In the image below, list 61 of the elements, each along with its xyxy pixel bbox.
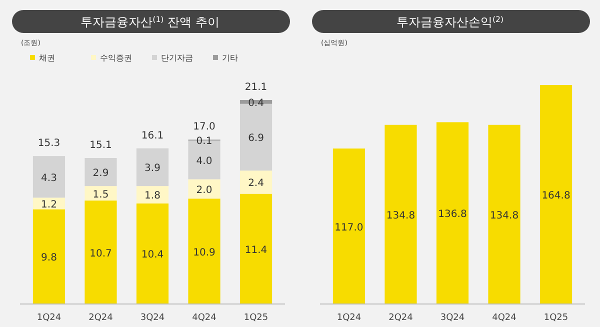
data-label: 1.2 — [41, 199, 57, 210]
data-label: 134.8 — [490, 210, 519, 222]
data-label: 4.0 — [196, 156, 212, 167]
data-label: 164.8 — [542, 190, 570, 202]
data-label: 136.8 — [438, 209, 467, 220]
data-label: 0.4 — [248, 98, 264, 109]
x-tick-label: 4Q24 — [192, 313, 217, 323]
bar — [332, 148, 366, 304]
x-tick-label: 1Q25 — [244, 313, 268, 323]
bar — [84, 158, 117, 186]
data-label: 117.0 — [334, 222, 364, 234]
data-label: 134.8 — [386, 210, 416, 222]
bar — [136, 203, 169, 304]
bar — [240, 170, 272, 194]
legend-label: 채권 — [39, 54, 55, 62]
total-label: 21.1 — [244, 82, 268, 93]
data-label: 1.8 — [144, 190, 160, 202]
x-tick-label: 1Q25 — [544, 313, 568, 323]
bar — [32, 198, 66, 210]
bar — [240, 194, 272, 304]
total-label: 15.1 — [90, 140, 112, 152]
data-label: 6.9 — [248, 133, 264, 144]
x-tick-label: 1Q24 — [36, 313, 62, 323]
x-tick-label: 4Q24 — [492, 313, 517, 323]
data-label: 2.0 — [196, 184, 212, 196]
chart-title: 투자금융자산손익$^{(2)}$ — [396, 14, 504, 29]
x-tick-label: 2Q24 — [88, 313, 114, 323]
x-tick-label: 2Q24 — [388, 313, 414, 323]
data-label: 11.4 — [244, 244, 268, 256]
data-label: 10.4 — [141, 250, 164, 261]
bar — [84, 200, 117, 304]
legend-label: 기타 — [222, 54, 238, 62]
bar — [436, 122, 469, 304]
total-label: 16.1 — [141, 130, 164, 142]
total-label: 15.3 — [38, 138, 60, 150]
bar — [188, 198, 220, 304]
legend-label: 수익증권 — [100, 54, 132, 62]
data-label: 3.9 — [144, 163, 160, 174]
data-label: 10.9 — [193, 247, 216, 258]
x-tick-label: 3Q24 — [140, 313, 165, 323]
bar — [384, 124, 417, 304]
data-label: 0.1 — [196, 136, 212, 148]
bar — [84, 186, 117, 201]
chart-title: 투자금융자산$^{(1)}$ 잔액 추이 — [80, 14, 220, 29]
bar — [136, 148, 169, 186]
bar — [136, 186, 169, 204]
bar — [32, 156, 66, 198]
data-label: 10.7 — [90, 248, 112, 260]
data-label: 2.4 — [248, 178, 264, 190]
x-tick-label: 3Q24 — [440, 313, 465, 323]
bar — [188, 179, 220, 199]
bar — [32, 209, 66, 304]
data-label: 4.3 — [41, 172, 57, 184]
data-label: 1.5 — [92, 189, 109, 200]
data-label: 9.8 — [41, 252, 57, 264]
legend-label: 단기자금 — [161, 54, 193, 62]
total-label: 17.0 — [193, 122, 216, 133]
bar — [540, 85, 572, 304]
bar — [488, 124, 520, 304]
data-label: 2.9 — [92, 168, 109, 180]
x-tick-label: 1Q24 — [336, 313, 362, 323]
